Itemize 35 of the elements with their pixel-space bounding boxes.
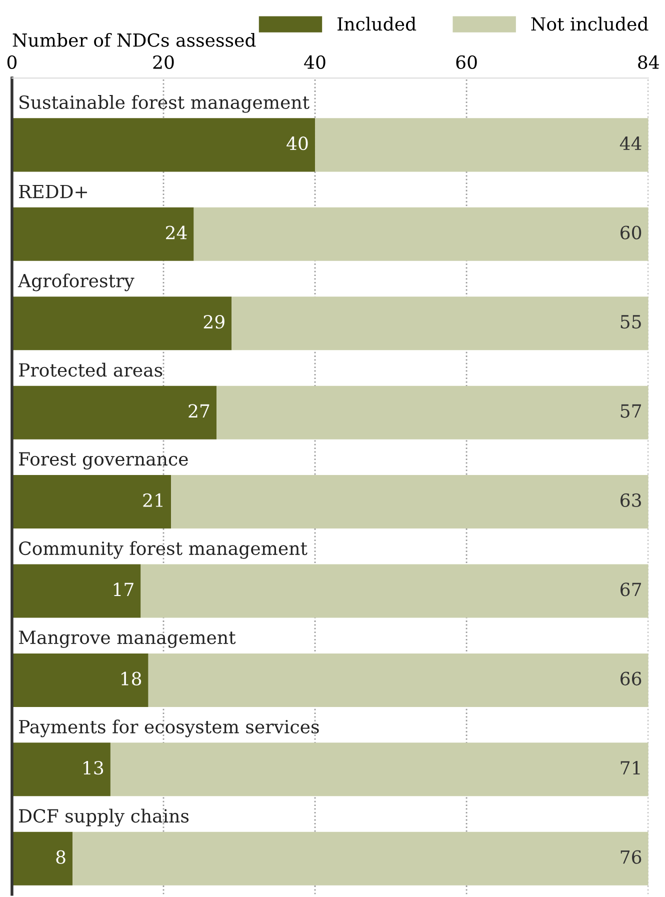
data-label: 76 xyxy=(620,850,642,864)
y-tick-label: Payments for ecosystem services xyxy=(19,720,319,738)
data-label: 63 xyxy=(620,493,641,508)
x-axis-title: Number of NDCs assessed xyxy=(12,32,256,47)
y-tick-label: REDD+ xyxy=(19,184,87,198)
data-label: 17 xyxy=(114,582,134,596)
data-label: 21 xyxy=(143,493,162,507)
data-label: 29 xyxy=(204,314,224,329)
y-tick-label: Sustainable forest management xyxy=(20,95,310,113)
data-label: 67 xyxy=(620,582,642,596)
y-tick-label: DCF supply chains xyxy=(19,808,189,826)
data-label: 8 xyxy=(56,850,66,864)
legend-label: Included xyxy=(338,16,416,31)
data-label: 13 xyxy=(84,760,104,775)
data-label: 18 xyxy=(122,672,142,686)
y-tick-label: Agroforestry xyxy=(18,273,134,292)
y-tick-label: Protected areas xyxy=(19,362,162,377)
data-label: 66 xyxy=(620,672,642,686)
x-tick-label: 60 xyxy=(456,55,477,69)
data-label: 55 xyxy=(620,315,641,329)
y-tick-label: Community forest management xyxy=(19,541,308,559)
x-tick-label: 84 xyxy=(638,55,659,69)
data-label: 71 xyxy=(620,760,640,774)
data-label: 40 xyxy=(286,136,308,150)
data-label: 60 xyxy=(620,226,642,240)
y-tick-label: Forest governance xyxy=(19,452,188,470)
legend-label: Not included xyxy=(531,16,648,31)
data-label: 27 xyxy=(188,404,210,418)
x-tick-label: 0 xyxy=(7,55,17,69)
data-label: 24 xyxy=(166,226,187,240)
y-tick-label: Mangrove management xyxy=(18,630,236,648)
x-tick-label: 20 xyxy=(153,55,174,69)
data-label: 44 xyxy=(620,136,642,150)
x-tick-label: 40 xyxy=(304,55,326,69)
data-label: 57 xyxy=(620,404,642,418)
